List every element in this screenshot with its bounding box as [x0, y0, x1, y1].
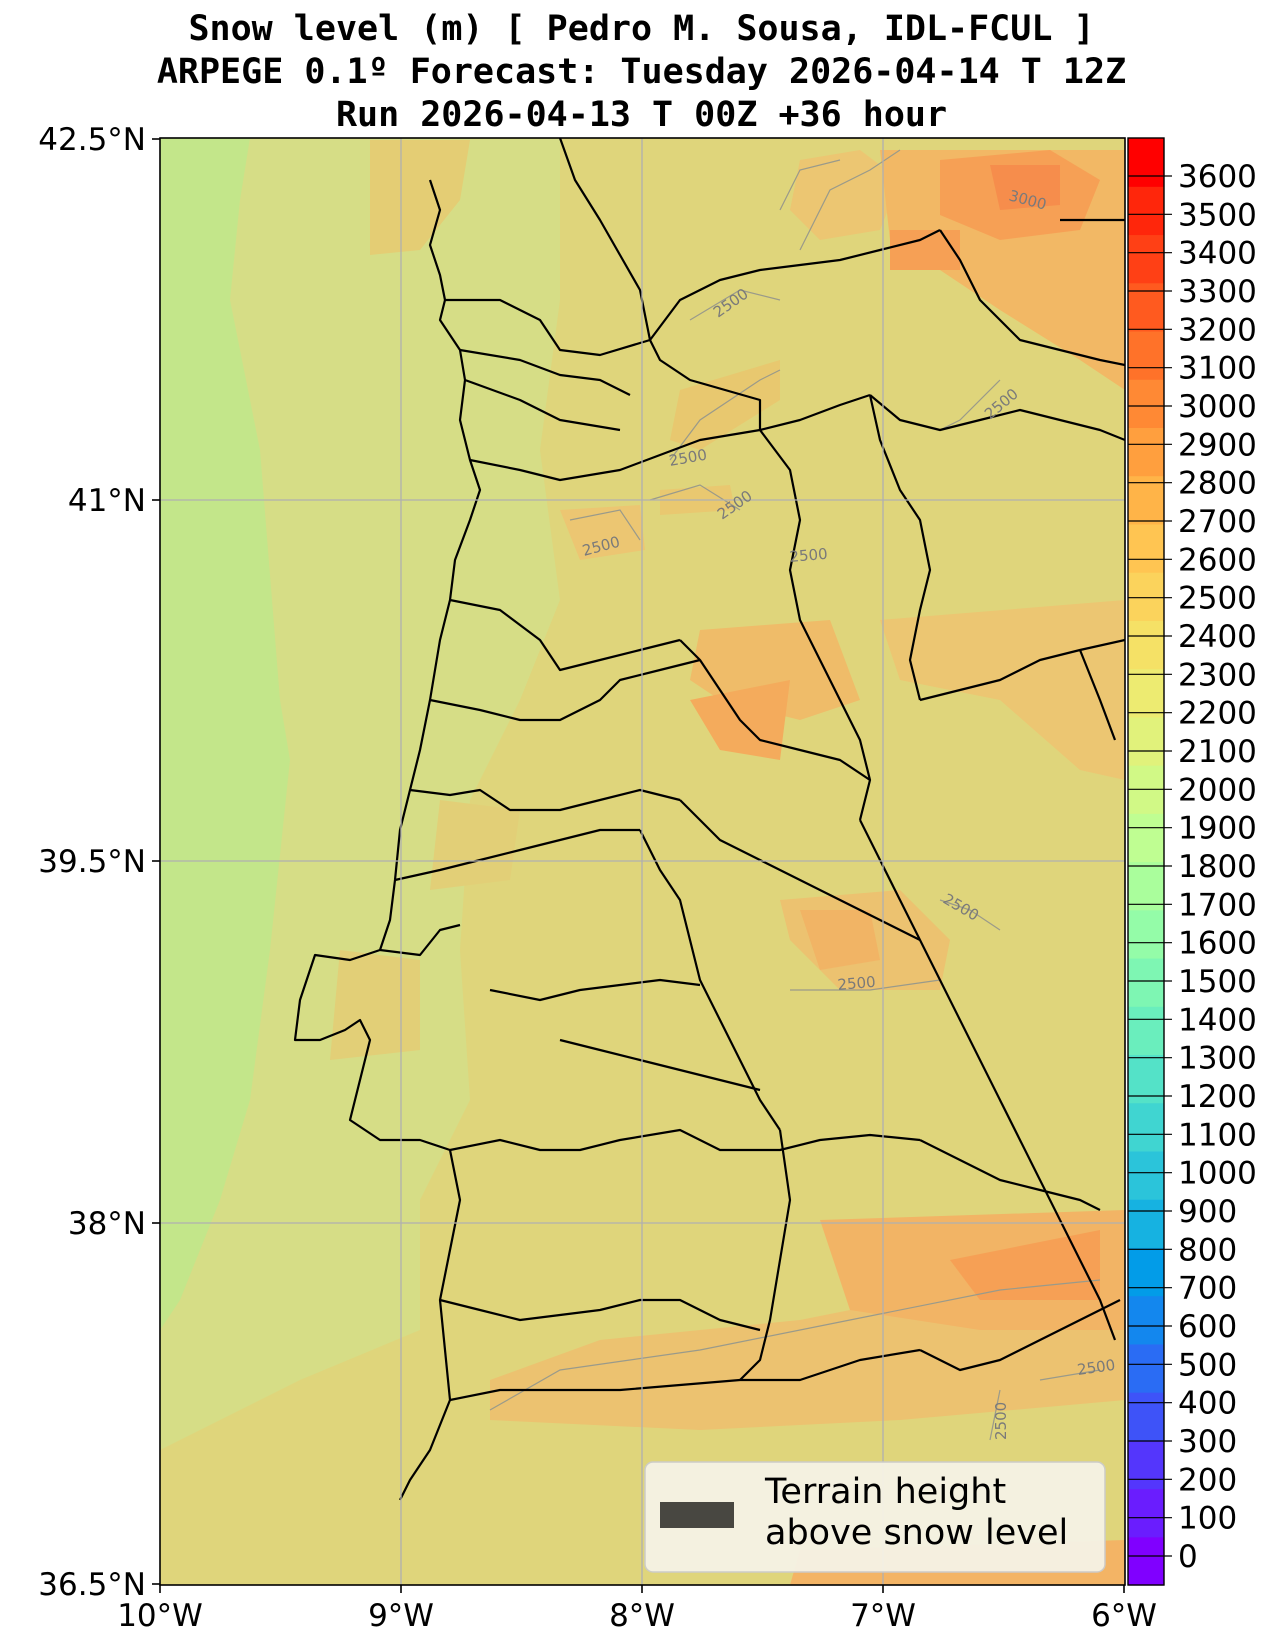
colorbar-label: 400 — [1178, 1386, 1237, 1422]
colorbar-segment — [1128, 379, 1164, 428]
coastline-and-borders — [293, 138, 1125, 1501]
colorbar-segment — [1128, 1488, 1164, 1538]
latitude-labels: 42.5°N 41°N 39.5°N 38°N 36.5°N — [38, 122, 146, 1603]
colorbar-segment — [1128, 1295, 1164, 1345]
colorbar-label: 2800 — [1178, 466, 1257, 502]
colorbar-label: 200 — [1178, 1462, 1237, 1498]
colorbar-label: 2500 — [1178, 581, 1257, 617]
lat-label-38: 38°N — [68, 1206, 146, 1242]
colorbar-segment — [1128, 861, 1164, 911]
legend-line2: above snow level — [765, 1513, 1068, 1553]
colorbar-label: 1800 — [1178, 849, 1257, 885]
colorbar-segment — [1128, 572, 1164, 621]
colorbar-label: 800 — [1178, 1232, 1237, 1268]
colorbar-segment — [1128, 475, 1164, 525]
colorbar-label: 2000 — [1178, 772, 1257, 808]
colorbar-segment — [1128, 813, 1164, 863]
lat-label-39-5: 39.5°N — [38, 844, 146, 880]
colorbar-segment — [1128, 330, 1164, 380]
colorbar-segment — [1128, 427, 1164, 477]
colorbar-label: 300 — [1178, 1424, 1237, 1460]
colorbar-segment — [1128, 138, 1164, 187]
colorbar-label: 3400 — [1178, 236, 1257, 272]
colorbar-segment — [1128, 1150, 1164, 1200]
colorbar-segment — [1128, 1006, 1164, 1056]
colorbar-label: 2300 — [1178, 657, 1257, 693]
colorbar-segment — [1128, 620, 1164, 670]
colorbar-label: 1900 — [1178, 811, 1257, 847]
colorbar-segment — [1128, 1440, 1164, 1490]
legend-line1: Terrain height — [764, 1472, 1006, 1512]
contour-label: 2500 — [992, 1402, 1010, 1440]
colorbar-segment — [1128, 1536, 1164, 1586]
colorbar-label: 1500 — [1178, 964, 1257, 1000]
colorbar-segment — [1128, 1102, 1164, 1152]
colorbar-segment — [1128, 668, 1164, 718]
legend-box: Terrain height above snow level — [644, 1461, 1106, 1573]
title-line-3: Run 2026-04-13 T 00Z +36 hour — [335, 95, 948, 135]
colorbar-label: 900 — [1178, 1194, 1237, 1230]
colorbar-label: 1700 — [1178, 887, 1257, 923]
colorbar: 0100200300400500600700800900100011001200… — [1127, 137, 1257, 1586]
colorbar-label: 1200 — [1178, 1079, 1257, 1115]
colorbar-segment — [1128, 1343, 1164, 1393]
colorbar-segment — [1128, 523, 1164, 573]
colorbar-segment — [1128, 909, 1164, 959]
colorbar-label: 600 — [1178, 1309, 1237, 1345]
legend-swatch — [660, 1502, 734, 1528]
colorbar-frame — [1127, 137, 1165, 1586]
snow-level-field: 3000 2500 2500 2500 2500 2500 2500 2500 … — [160, 138, 1125, 1585]
contour-label: 2500 — [1076, 1356, 1116, 1379]
colorbar-label: 1400 — [1178, 1002, 1257, 1038]
colorbar-label: 3300 — [1178, 274, 1257, 310]
colorbar-label: 2700 — [1178, 504, 1257, 540]
colorbar-segment — [1128, 1392, 1164, 1441]
lon-label-8w: 8°W — [609, 1598, 675, 1634]
colorbar-label: 1100 — [1178, 1117, 1257, 1153]
contour-label: 2500 — [789, 545, 829, 566]
colorbar-label: 3000 — [1178, 389, 1257, 425]
lat-label-42-5: 42.5°N — [38, 122, 146, 158]
colorbar-label: 500 — [1178, 1347, 1237, 1383]
colorbar-segment — [1128, 716, 1164, 766]
colorbar-label: 3200 — [1178, 312, 1257, 348]
colorbar-label: 3100 — [1178, 351, 1257, 387]
axis-tick-marks — [152, 138, 1125, 1593]
colorbar-label: 1600 — [1178, 926, 1257, 962]
gridlines — [160, 138, 1125, 1585]
colorbar-label: 700 — [1178, 1271, 1237, 1307]
colorbar-label: 3600 — [1178, 159, 1257, 195]
colorbar-segment — [1128, 282, 1164, 332]
colorbar-label: 1300 — [1178, 1041, 1257, 1077]
lon-label-6w: 6°W — [1091, 1598, 1157, 1634]
colorbar-segment — [1128, 1199, 1164, 1248]
contour-label: 2500 — [837, 973, 877, 994]
lat-label-36-5: 36.5°N — [38, 1567, 146, 1603]
colorbar-label: 2100 — [1178, 734, 1257, 770]
colorbar-label: 2400 — [1178, 619, 1257, 655]
colorbar-label: 0 — [1178, 1539, 1198, 1575]
colorbar-label: 1000 — [1178, 1156, 1257, 1192]
colorbar-segment — [1128, 1054, 1164, 1104]
colorbar-label: 2600 — [1178, 542, 1257, 578]
colorbar-label: 2200 — [1178, 696, 1257, 732]
colorbar-segment — [1128, 957, 1164, 1007]
colorbar-segment — [1128, 234, 1164, 284]
colorbar-segment — [1128, 186, 1164, 236]
lon-label-9w: 9°W — [368, 1598, 434, 1634]
title-line-2: ARPEGE 0.1º Forecast: Tuesday 2026-04-14… — [156, 52, 1127, 92]
lon-label-7w: 7°W — [850, 1598, 916, 1634]
colorbar-label: 3500 — [1178, 197, 1257, 233]
contour-lines — [489, 149, 1101, 1441]
title-line-1: Snow level (m) [ Pedro M. Sousa, IDL-FCU… — [188, 9, 1095, 49]
lon-label-10w: 10°W — [117, 1598, 203, 1634]
colorbar-segment — [1128, 1247, 1164, 1297]
longitude-labels: 10°W 9°W 8°W 7°W 6°W — [117, 1598, 1157, 1634]
lat-label-41: 41°N — [68, 483, 146, 519]
colorbar-label: 100 — [1178, 1501, 1237, 1537]
colorbar-label: 2900 — [1178, 427, 1257, 463]
